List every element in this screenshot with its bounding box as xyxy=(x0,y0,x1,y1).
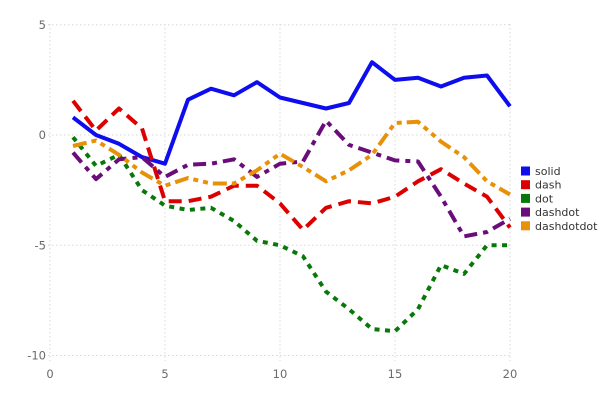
tick-labels: 0 5 10 15 20 -10 -5 0 5 xyxy=(27,18,517,381)
series-line-dashdotdot xyxy=(72,119,511,197)
legend-swatch-solid xyxy=(521,166,530,176)
gridlines xyxy=(44,24,512,361)
legend-swatch-dot xyxy=(521,193,530,203)
x-tick-label-0: 0 xyxy=(46,367,53,381)
legend-label-dashdotdot: dashdotdot xyxy=(535,220,598,233)
y-tick-label--5: -5 xyxy=(35,238,46,252)
y-tick-label-5: 5 xyxy=(39,18,46,32)
legend-label-dash: dash xyxy=(535,179,561,192)
y-tick-label--10: -10 xyxy=(27,349,46,363)
series-lines xyxy=(71,60,512,334)
legend-swatch-dashdotdot xyxy=(521,221,530,231)
legend-swatch-dash xyxy=(521,180,530,190)
y-tick-label-0: 0 xyxy=(39,128,46,142)
series-line-dash xyxy=(71,99,512,232)
legend-swatch-dashdot xyxy=(521,207,530,217)
series-line-dot xyxy=(71,135,510,334)
x-tick-label-15: 15 xyxy=(388,367,403,381)
series-line-solid xyxy=(71,60,512,166)
legend-label-dashdot: dashdot xyxy=(535,206,580,219)
x-tick-label-5: 5 xyxy=(161,367,168,381)
legend-label-solid: solid xyxy=(535,165,561,178)
legend-label-dot: dot xyxy=(535,192,554,205)
x-tick-label-10: 10 xyxy=(273,367,288,381)
series-line-dashdot xyxy=(71,118,511,239)
x-tick-label-20: 20 xyxy=(503,367,518,381)
